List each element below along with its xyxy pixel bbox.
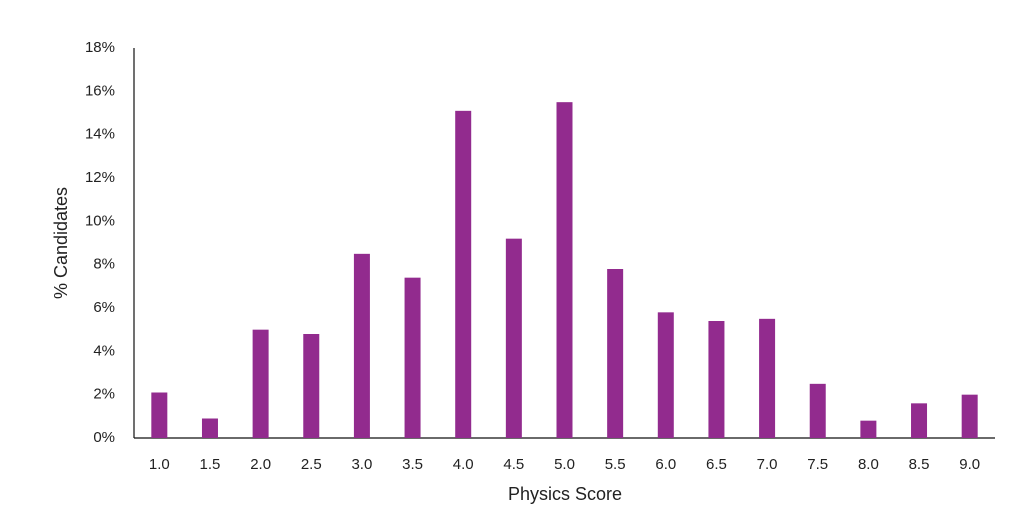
x-tick-label: 2.0 — [250, 456, 271, 473]
x-tick-label: 4.0 — [453, 456, 474, 473]
bar — [708, 321, 725, 438]
x-tick-label: 3.0 — [351, 456, 372, 473]
x-tick-label: 3.5 — [402, 456, 423, 473]
x-tick-label: 7.0 — [757, 456, 778, 473]
x-tick-label: 6.0 — [655, 456, 676, 473]
x-tick-label: 5.0 — [554, 456, 575, 473]
x-axis-label: Physics Score — [508, 484, 622, 504]
x-tick-label: 2.5 — [301, 456, 322, 473]
y-tick-label: 14% — [85, 126, 115, 143]
y-tick-label: 18% — [85, 39, 115, 56]
bar — [252, 329, 269, 438]
x-tick-label: 8.5 — [909, 456, 930, 473]
bar — [151, 392, 168, 438]
y-tick-label: 4% — [93, 342, 115, 359]
bar — [759, 318, 776, 438]
x-tick-label: 1.5 — [200, 456, 221, 473]
y-tick-label: 6% — [93, 299, 115, 316]
bar — [961, 394, 978, 438]
x-tick-label: 7.5 — [807, 456, 828, 473]
bar — [505, 238, 522, 438]
x-tick-label: 5.5 — [605, 456, 626, 473]
y-axis-label: % Candidates — [51, 187, 71, 299]
x-tick-label: 6.5 — [706, 456, 727, 473]
y-tick-label: 12% — [85, 169, 115, 186]
bar — [911, 403, 928, 438]
x-tick-label: 4.5 — [503, 456, 524, 473]
bar — [455, 110, 472, 438]
bar — [809, 383, 826, 438]
bar — [404, 277, 421, 438]
y-tick-label: 16% — [85, 82, 115, 99]
bar — [353, 253, 370, 438]
bar — [860, 420, 877, 438]
x-tick-label: 1.0 — [149, 456, 170, 473]
y-tick-label: 10% — [85, 212, 115, 229]
x-tick-label: 9.0 — [959, 456, 980, 473]
bar — [303, 334, 320, 438]
x-tick-label: 8.0 — [858, 456, 879, 473]
bar — [201, 418, 218, 438]
y-tick-label: 0% — [93, 429, 115, 446]
y-tick-label: 8% — [93, 256, 115, 273]
bar — [657, 312, 674, 438]
y-tick-label: 2% — [93, 386, 115, 403]
bar — [607, 269, 624, 438]
bar — [556, 102, 573, 439]
